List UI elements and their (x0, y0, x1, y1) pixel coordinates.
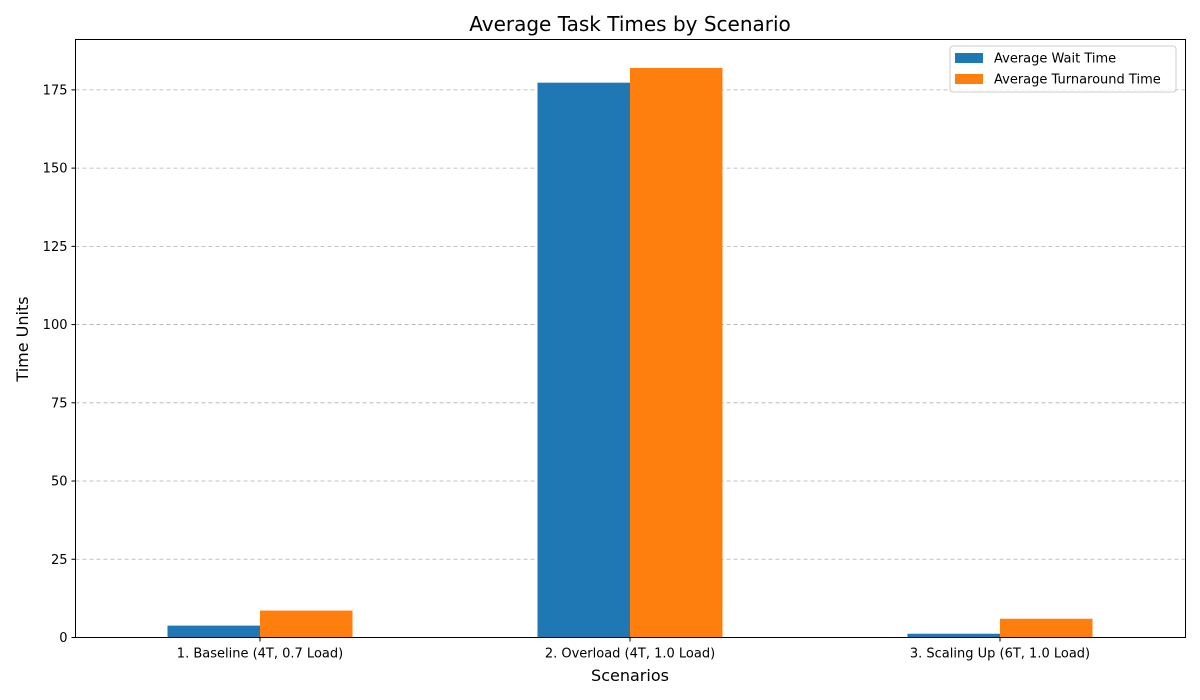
y-axis: 0 25 50 75 100 125 150 175 (43, 83, 76, 646)
y-axis-label: Time Units (13, 296, 32, 382)
y-tick-label: 125 (43, 240, 68, 255)
bar-turnaround-3 (1000, 618, 1093, 638)
legend-swatch (955, 53, 983, 63)
legend-entry: Average Wait Time (994, 52, 1116, 67)
y-tick-label: 50 (51, 475, 68, 490)
legend: Average Wait Time Average Turnaround Time (949, 45, 1177, 93)
bar-wait-1 (167, 625, 260, 638)
bar-wait-3 (907, 633, 1000, 638)
x-axis-label: Scenarios (591, 666, 669, 685)
x-tick-label: 2. Overload (4T, 1.0 Load) (545, 647, 715, 662)
y-tick-label: 0 (59, 631, 67, 646)
y-tick-label: 75 (51, 396, 68, 411)
legend-box (949, 45, 1177, 93)
x-tick-label: 1. Baseline (4T, 0.7 Load) (177, 647, 343, 662)
bar-turnaround-2 (630, 67, 723, 638)
legend-entry: Average Turnaround Time (994, 73, 1161, 88)
x-tick-label: 3. Scaling Up (6T, 1.0 Load) (910, 647, 1090, 662)
y-tick-label: 100 (43, 318, 68, 333)
y-tick-label: 150 (43, 162, 68, 177)
legend-swatch (955, 74, 983, 84)
bar-turnaround-1 (260, 610, 353, 638)
x-axis: 1. Baseline (4T, 0.7 Load) 2. Overload (4… (177, 637, 1090, 662)
bars (167, 67, 1093, 638)
bar-wait-2 (537, 82, 630, 638)
y-tick-label: 25 (51, 553, 68, 568)
chart-title: Average Task Times by Scenario (469, 12, 791, 36)
y-tick-label: 175 (43, 83, 68, 98)
